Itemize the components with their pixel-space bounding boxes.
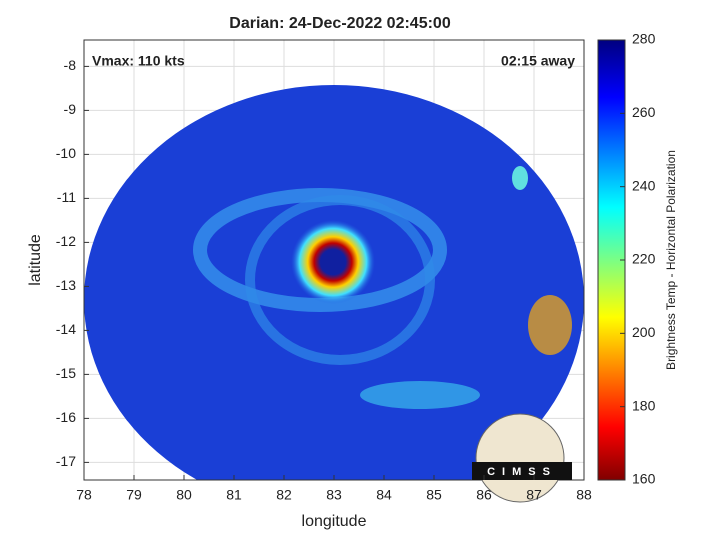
colorbar-tick-label: 220 xyxy=(632,251,656,267)
x-axis-label: longitude xyxy=(302,513,367,530)
colorbar-tick-label: 260 xyxy=(632,104,656,120)
x-tick-label: 84 xyxy=(376,487,392,503)
eyewall xyxy=(291,220,375,304)
x-tick-label: 78 xyxy=(76,487,92,503)
y-tick-label: -16 xyxy=(56,409,76,425)
colorbar-tick-label: 200 xyxy=(632,324,656,340)
x-tick-label: 83 xyxy=(326,487,342,503)
y-tick-label: -13 xyxy=(56,277,76,293)
y-axis-label: latitude xyxy=(27,234,44,286)
colorbar-label: Brightness Temp - Horizontal Polarizatio… xyxy=(664,150,678,370)
y-tick-label: -8 xyxy=(64,57,77,73)
rainband xyxy=(245,195,435,365)
logo-text: CIMSS xyxy=(487,466,557,478)
x-tick-label: 87 xyxy=(526,487,542,503)
chart-title: Darian: 24-Dec-2022 02:45:00 xyxy=(229,15,451,32)
y-tick-label: -12 xyxy=(56,233,76,249)
logo-band xyxy=(472,462,572,480)
y-tick-label: -9 xyxy=(64,101,77,117)
x-tick-label: 82 xyxy=(276,487,292,503)
rainband xyxy=(360,381,480,409)
x-tick-label: 79 xyxy=(126,487,142,503)
colorbar-tick-label: 180 xyxy=(632,397,656,413)
x-tick-label: 85 xyxy=(426,487,442,503)
x-tick-label: 80 xyxy=(176,487,192,503)
colorbar-tick-label: 280 xyxy=(632,31,656,47)
annotation: Vmax: 110 kts xyxy=(92,53,185,69)
x-tick-label: 86 xyxy=(476,487,492,503)
cold-cloud xyxy=(528,295,572,355)
swath xyxy=(84,85,584,480)
annotation: 02:15 away xyxy=(501,53,575,69)
rainband xyxy=(193,188,447,312)
y-tick-label: -10 xyxy=(56,145,76,161)
x-tick-label: 88 xyxy=(576,487,592,503)
x-tick-label: 81 xyxy=(226,487,242,503)
y-tick-label: -15 xyxy=(56,365,76,381)
cold-cloud xyxy=(512,166,528,190)
y-tick-label: -14 xyxy=(56,321,76,337)
colorbar-tick-label: 240 xyxy=(632,177,656,193)
y-tick-label: -17 xyxy=(56,453,76,469)
logo: CIMSS xyxy=(472,413,572,503)
colorbar-tick-label: 160 xyxy=(632,471,656,487)
y-tick-label: -11 xyxy=(57,189,76,205)
